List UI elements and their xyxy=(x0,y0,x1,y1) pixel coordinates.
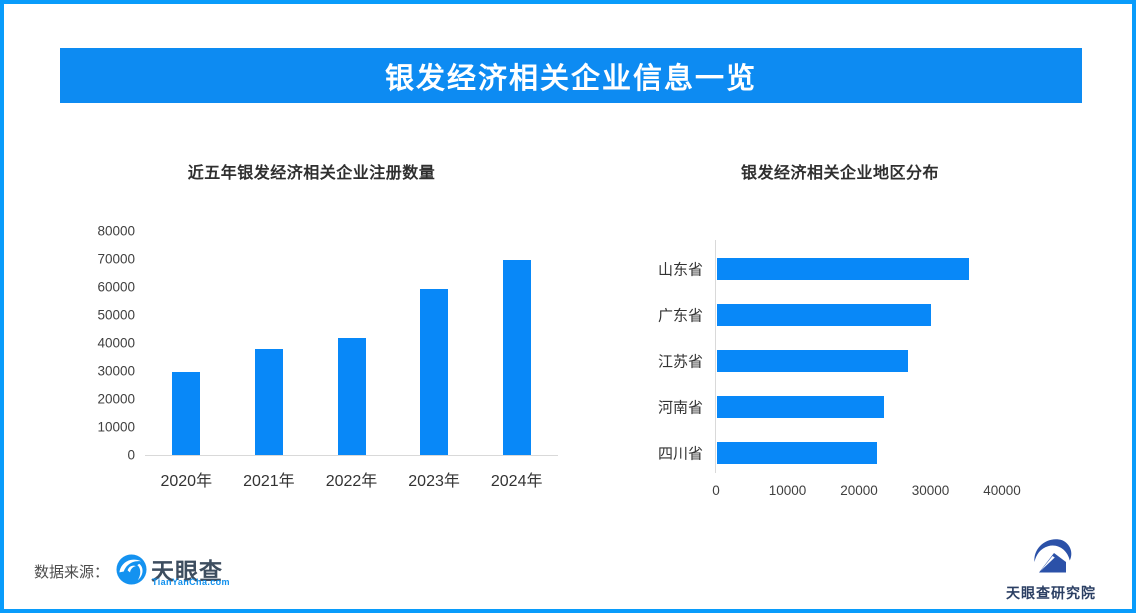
left-chart-title: 近五年银发经济相关企业注册数量 xyxy=(187,165,436,182)
y-axis-tick-label: 40000 xyxy=(97,335,135,351)
bar-山东省 xyxy=(717,258,969,280)
x-axis-tick-label: 40000 xyxy=(983,483,1021,498)
x-axis-tick-label: 10000 xyxy=(768,483,807,498)
tianyancha-logo-subtext: TianYanCha.com xyxy=(152,577,230,587)
bar-四川省 xyxy=(717,442,878,464)
research-institute-logo-icon xyxy=(1034,539,1072,573)
x-axis-tick-label: 20000 xyxy=(840,483,878,498)
y-axis-tick-label: 30000 xyxy=(97,363,135,379)
category-label-广东省: 广东省 xyxy=(657,307,703,325)
bar-河南省 xyxy=(717,396,884,418)
y-axis-tick-label: 20000 xyxy=(97,391,135,407)
bar-2024年 xyxy=(502,260,531,455)
plot-area xyxy=(145,231,558,456)
regions-bar-chart: 山东省广东省江苏省河南省四川省 0 10000 20000 30000 40000 xyxy=(640,240,1110,510)
x-axis-tick-label: 30000 xyxy=(911,483,950,498)
x-axis-category-label: 2021年 xyxy=(243,473,295,490)
category-label-河南省: 河南省 xyxy=(657,399,703,417)
y-axis-tick-label: 50000 xyxy=(97,307,135,323)
y-axis-tick-label: 70000 xyxy=(97,251,135,267)
bar-2021年 xyxy=(254,348,283,455)
y-axis-tick-label: 10000 xyxy=(97,419,135,435)
y-axis-tick-label: 0 xyxy=(127,447,135,463)
x-axis-category-label: 2020年 xyxy=(160,473,213,490)
bar-2020年 xyxy=(172,371,201,455)
x-axis-category-label: 2023年 xyxy=(408,473,460,490)
header-banner: 银发经济相关企业信息一览 xyxy=(60,48,1082,103)
x-axis-category-label: 2022年 xyxy=(325,473,378,490)
category-label-四川省: 四川省 xyxy=(657,445,703,463)
tianyancha-logo-text: 天眼查 xyxy=(151,558,223,584)
bar-江苏省 xyxy=(717,350,908,372)
x-axis-tick-label: 0 xyxy=(712,483,720,498)
data-source-label: 数据来源： xyxy=(34,564,110,581)
page-title: 银发经济相关企业信息一览 xyxy=(384,62,757,95)
category-label-江苏省: 江苏省 xyxy=(657,353,703,371)
tianyancha-logo-icon xyxy=(116,554,147,585)
y-axis-tick-label: 60000 xyxy=(97,279,135,295)
category-axis-line xyxy=(715,240,716,473)
bar-2022年 xyxy=(337,338,366,455)
y-axis-tick-label: 80000 xyxy=(97,223,135,239)
research-institute-logo-text: 天眼查研究院 xyxy=(1006,585,1096,601)
bar-2023年 xyxy=(420,288,449,455)
bar-广东省 xyxy=(717,304,931,326)
registrations-bar-chart: 80000 70000 60000 50000 40000 30000 20000 10000… xyxy=(95,224,570,504)
research-institute-logo: 天眼查研究院 xyxy=(992,531,1110,603)
category-label-山东省: 山东省 xyxy=(657,261,703,279)
x-axis-category-label: 2024年 xyxy=(490,473,543,490)
right-chart-title: 银发经济相关企业地区分布 xyxy=(740,165,939,182)
